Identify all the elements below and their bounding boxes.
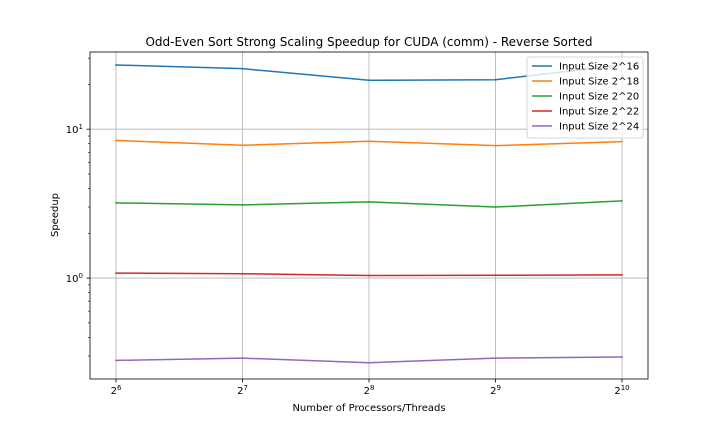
data-point xyxy=(621,356,623,358)
data-point xyxy=(494,357,497,360)
data-point xyxy=(368,200,370,203)
legend-box xyxy=(526,56,644,139)
data-point xyxy=(368,361,370,364)
data-point xyxy=(368,79,370,82)
legend-label: Input Size 2^16 xyxy=(559,62,639,73)
data-point xyxy=(115,64,117,66)
data-point xyxy=(241,67,244,70)
data-point xyxy=(494,144,497,147)
data-point xyxy=(368,274,370,277)
axis-ticks: 26 27 28 29 210 100 101 xyxy=(66,57,630,397)
data-point xyxy=(241,357,244,360)
chart-title: Odd-Even Sort Strong Scaling Speedup for… xyxy=(145,35,592,49)
y-axis-label: Speedup xyxy=(50,193,61,237)
legend-label: Input Size 2^22 xyxy=(559,107,639,118)
data-point xyxy=(241,272,244,275)
data-point xyxy=(241,144,244,147)
data-point xyxy=(621,274,623,276)
data-point xyxy=(494,206,497,208)
legend-label: Input Size 2^18 xyxy=(559,77,639,88)
legend-label: Input Size 2^20 xyxy=(559,92,639,103)
x-tick-label: 210 xyxy=(614,384,629,397)
x-tick-label: 27 xyxy=(237,384,248,397)
x-axis-label: Number of Processors/Threads xyxy=(292,403,445,414)
y-tick-label: 101 xyxy=(66,123,83,136)
data-point xyxy=(115,359,117,362)
data-point xyxy=(115,201,117,204)
data-point xyxy=(241,204,244,206)
data-point xyxy=(115,139,117,142)
data-point xyxy=(494,274,497,277)
data-point xyxy=(621,140,623,143)
series-lines xyxy=(115,64,623,364)
data-point xyxy=(368,140,370,143)
data-point xyxy=(621,199,623,202)
legend: Input Size 2^16 Input Size 2^18 Input Size… xyxy=(526,56,644,139)
x-tick-label: 26 xyxy=(111,384,122,397)
data-point xyxy=(115,272,117,275)
x-tick-label: 28 xyxy=(364,384,375,397)
legend-label: Input Size 2^24 xyxy=(559,122,639,133)
x-tick-label: 29 xyxy=(490,384,501,397)
y-tick-label: 100 xyxy=(66,272,83,285)
data-point xyxy=(494,78,497,81)
